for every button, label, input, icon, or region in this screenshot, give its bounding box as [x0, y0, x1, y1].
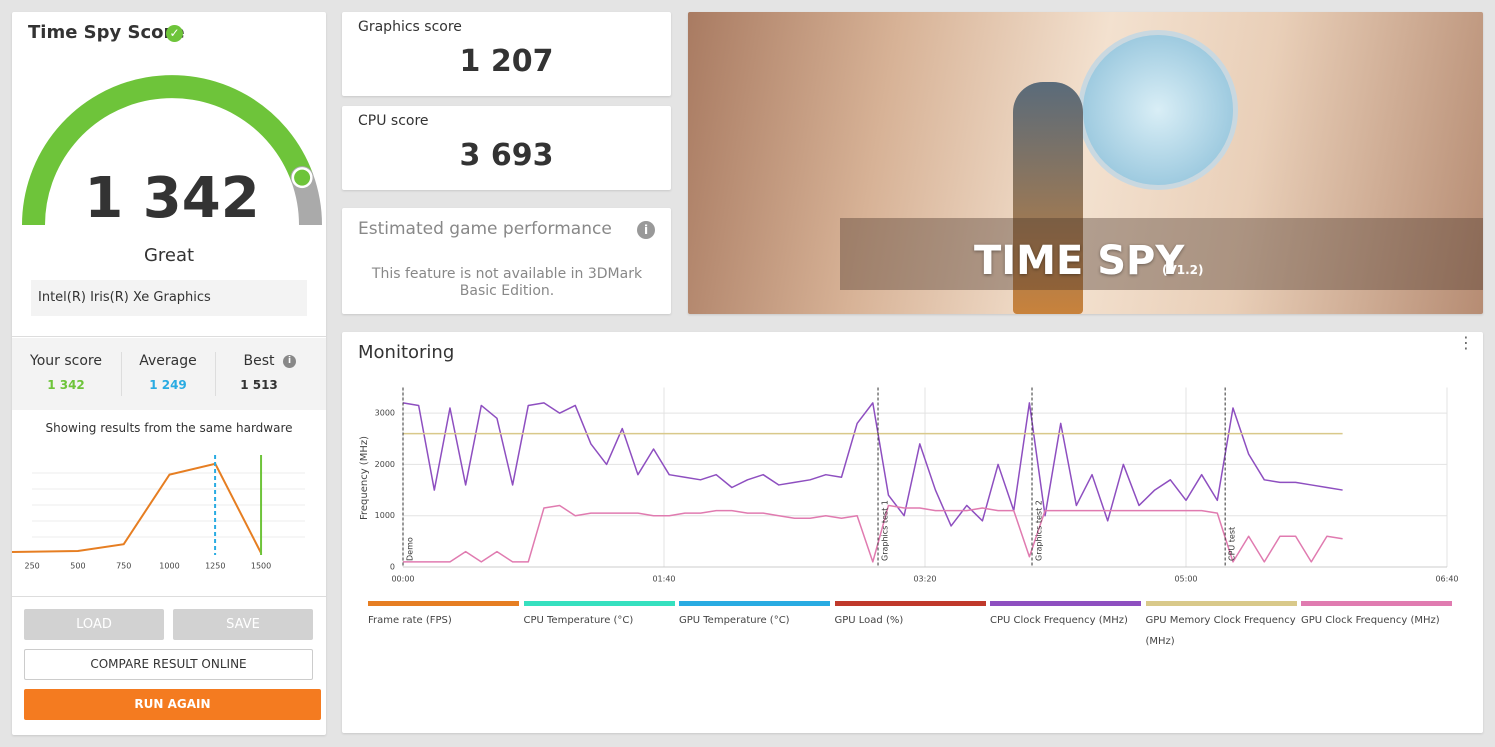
legend-item[interactable]: Frame rate (FPS)	[368, 601, 519, 631]
legend-label: CPU Clock Frequency (MHz)	[990, 615, 1128, 626]
game-performance-card	[342, 208, 671, 314]
legend-item[interactable]: CPU Temperature (°C)	[523, 601, 675, 631]
legend-item[interactable]: GPU Load (%)	[834, 601, 986, 631]
info-icon[interactable]: i	[283, 355, 296, 368]
legend-swatch	[368, 601, 519, 606]
legend-swatch	[523, 601, 675, 606]
load-button[interactable]: LOAD	[24, 609, 164, 640]
check-icon: ✓	[166, 25, 183, 42]
legend-label: GPU Clock Frequency (MHz)	[1301, 615, 1440, 626]
legend-label: Frame rate (FPS)	[368, 615, 452, 626]
legend-label: GPU Load (%)	[834, 615, 904, 626]
banner-art	[1078, 30, 1238, 190]
banner-art	[1013, 82, 1083, 314]
graphics-score-card	[342, 12, 671, 96]
legend-label: GPU Memory Clock Frequency (MHz)	[1145, 615, 1296, 647]
legend-swatch	[1145, 601, 1297, 606]
comparison-row	[12, 338, 326, 410]
score-label: CPU score	[358, 113, 429, 129]
legend-item[interactable]: GPU Temperature (°C)	[679, 601, 830, 631]
stat-label: Your score	[30, 353, 102, 369]
divider	[12, 336, 326, 337]
divider	[12, 596, 326, 597]
run-again-button[interactable]: RUN AGAIN	[24, 689, 321, 720]
score-label: Graphics score	[358, 19, 462, 35]
banner-title: TIME SPY	[974, 238, 1185, 284]
legend-swatch	[679, 601, 830, 606]
stat-label: Average	[139, 353, 197, 369]
hardware: Intel(R) Iris(R) Xe Graphics	[38, 290, 211, 305]
legend-item[interactable]: CPU Clock Frequency (MHz)	[990, 601, 1141, 631]
score: 1 342	[84, 166, 260, 231]
legend-swatch	[1301, 601, 1452, 606]
legend-swatch	[990, 601, 1141, 606]
hardware-box	[31, 280, 307, 316]
card-title: Monitoring	[358, 342, 455, 363]
divider	[121, 352, 122, 396]
banner	[688, 12, 1483, 314]
stat-label: Best	[243, 353, 275, 369]
stat-value: 1 249	[149, 378, 187, 392]
score-value: 3 693	[459, 138, 554, 173]
legend-label: CPU Temperature (°C)	[523, 615, 634, 626]
compare-button[interactable]: COMPARE RESULT ONLINE	[24, 649, 313, 680]
stat-value: 1 342	[47, 378, 85, 392]
score-value: 1 207	[459, 44, 554, 79]
banner-version: (V1.2)	[1162, 263, 1204, 277]
caption: Showing results from the same hardware	[45, 421, 293, 435]
stat-value: 1 513	[240, 378, 278, 392]
legend-item[interactable]: GPU Memory Clock Frequency (MHz)	[1145, 601, 1297, 652]
banner-band	[840, 218, 1483, 290]
save-button[interactable]: SAVE	[173, 609, 313, 640]
legend-swatch	[834, 601, 986, 606]
panel-title: Time Spy Score	[28, 22, 185, 43]
monitoring-card	[342, 332, 1483, 733]
cpu-score-card	[342, 106, 671, 190]
info-icon[interactable]: i	[637, 221, 655, 239]
rating: Great	[143, 245, 195, 266]
legend-label: GPU Temperature (°C)	[679, 615, 790, 626]
legend-item[interactable]: GPU Clock Frequency (MHz)	[1301, 601, 1452, 631]
card-message: This feature is not available in 3DMark …	[371, 266, 643, 299]
card-title: Estimated game performance	[358, 219, 612, 239]
divider	[215, 352, 216, 396]
menu-icon[interactable]: ⋮	[1458, 333, 1474, 352]
